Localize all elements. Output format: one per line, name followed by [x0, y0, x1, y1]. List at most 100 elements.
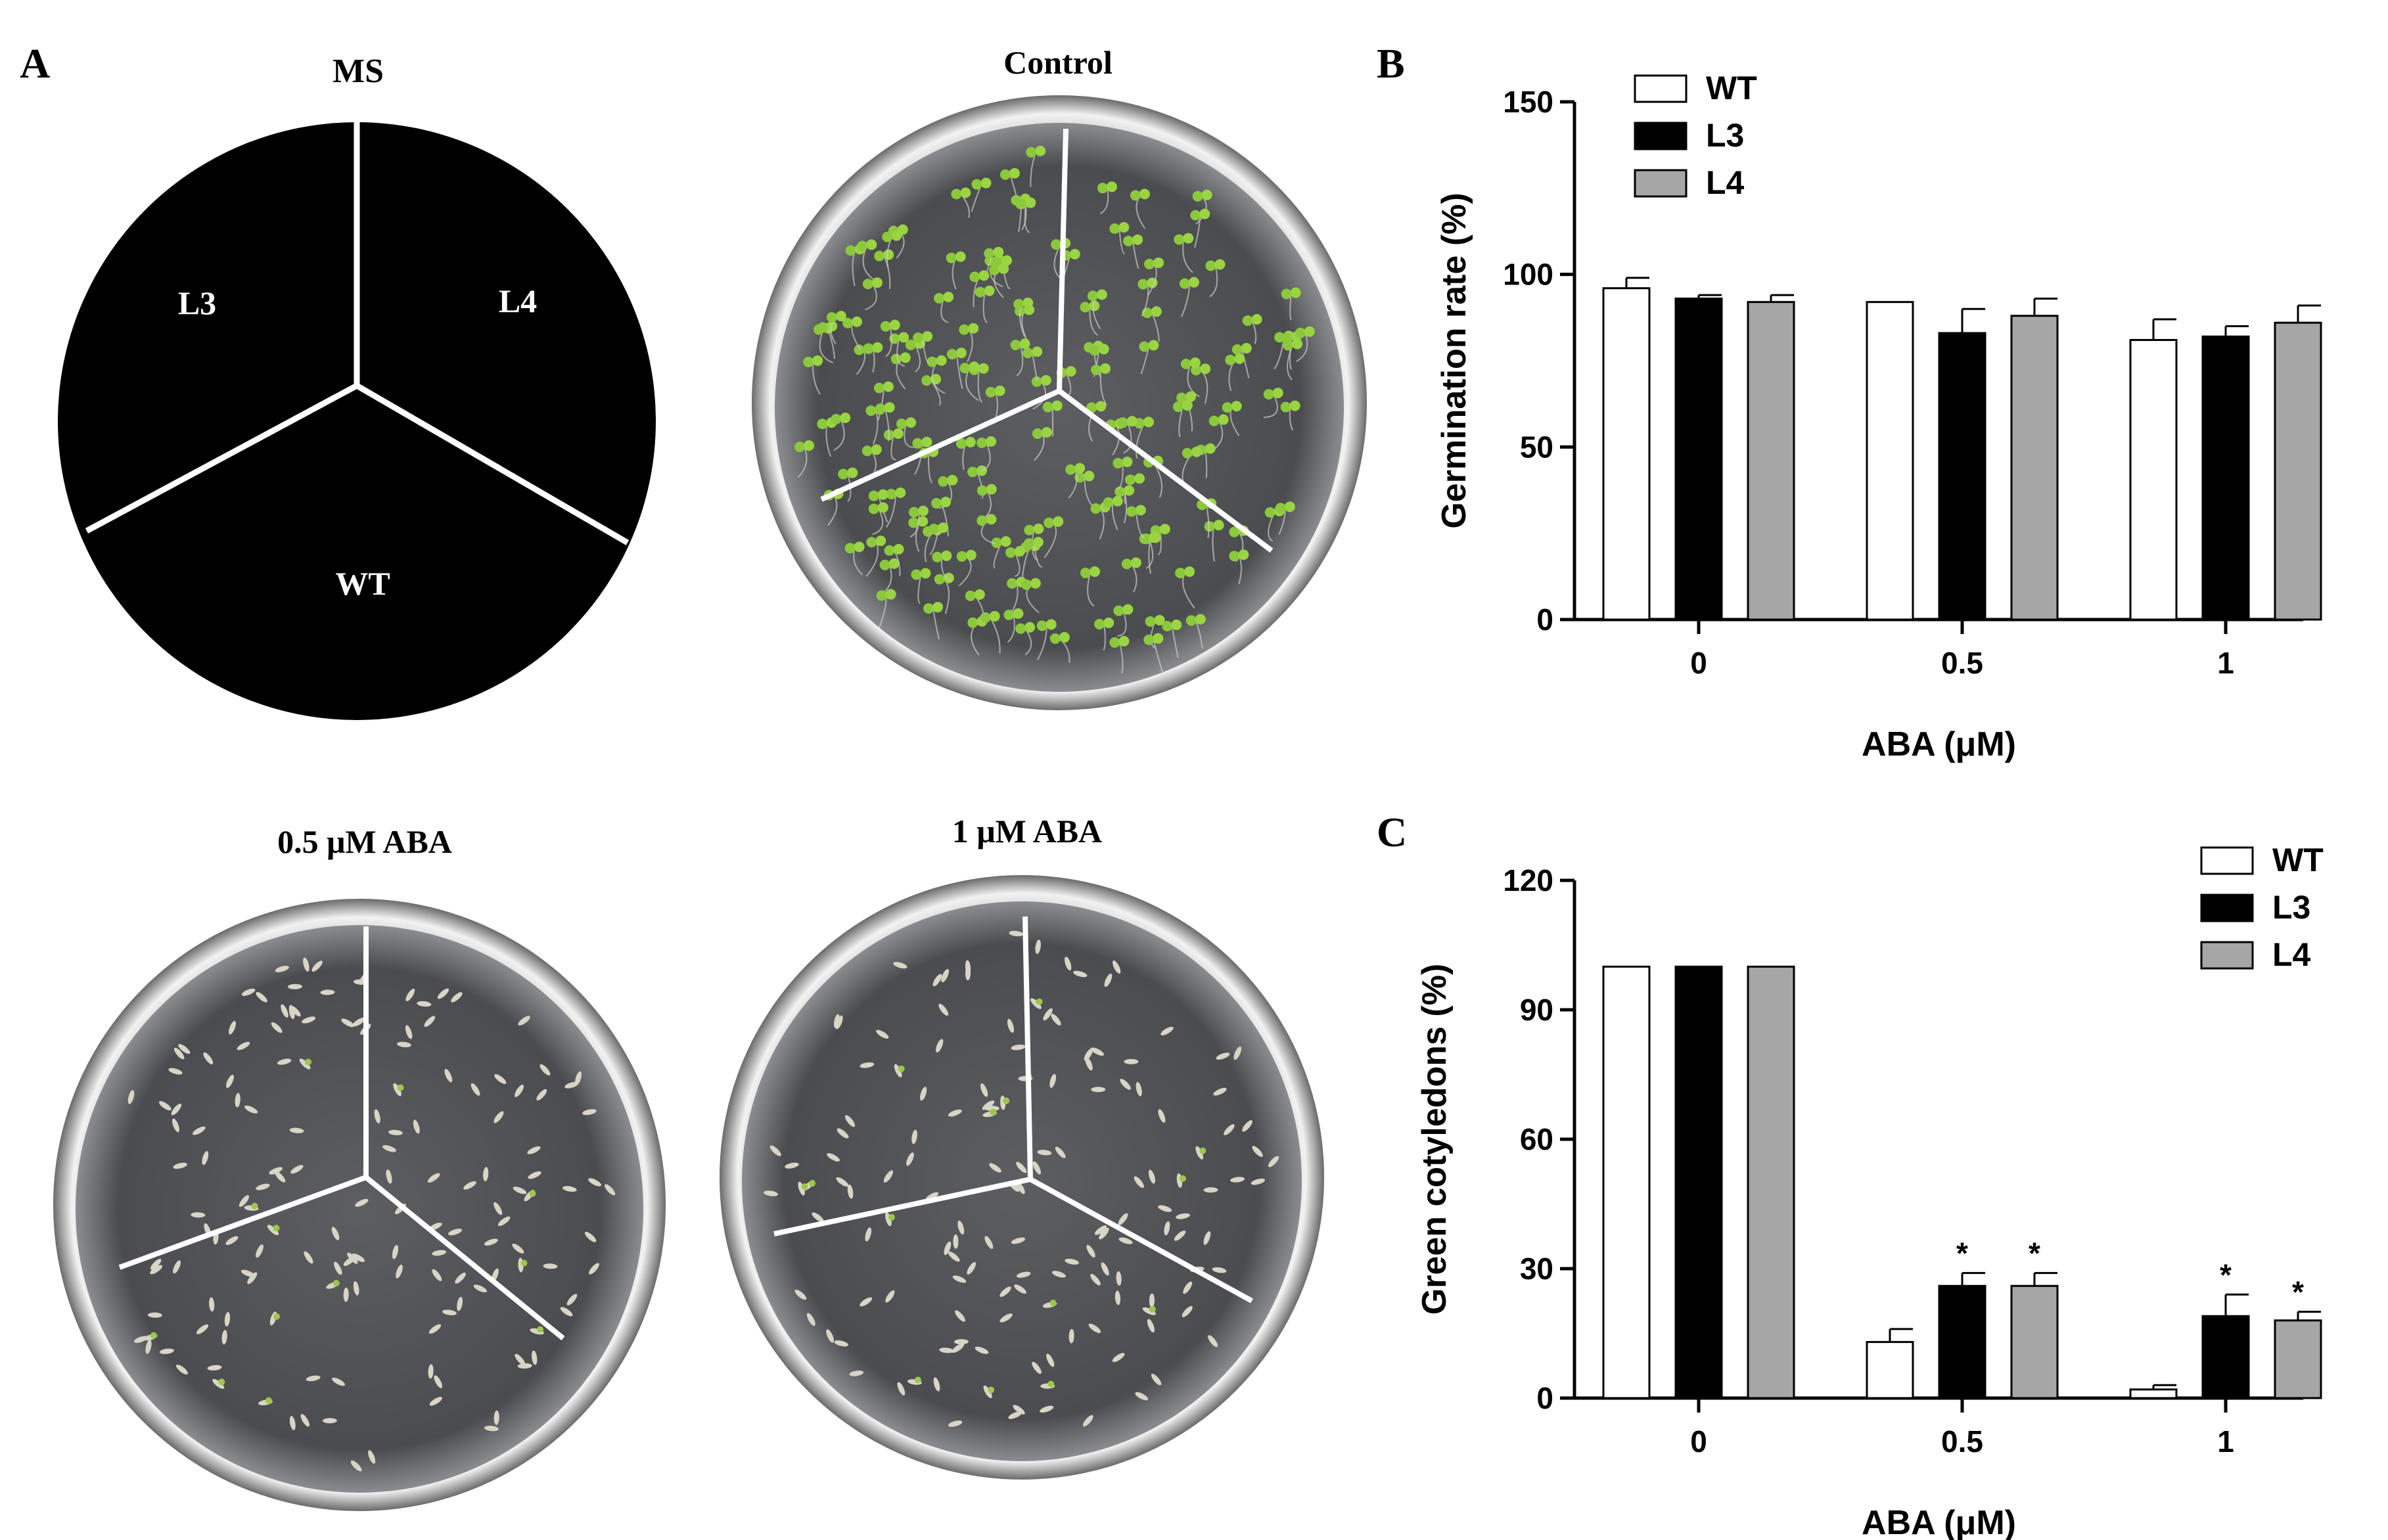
seedling-root [1099, 188, 1109, 214]
seed [812, 1212, 824, 1223]
seed [1230, 1177, 1245, 1183]
y-tick-label: 120 [1503, 863, 1553, 897]
seed [1160, 1026, 1174, 1035]
seedling-cotyledon [917, 516, 929, 527]
seed [1051, 1271, 1066, 1278]
seed [1055, 1146, 1066, 1158]
seedling-cotyledon [976, 437, 988, 448]
seedling-cotyledon [1172, 401, 1183, 413]
seed [1182, 1305, 1193, 1317]
seedling-root [1209, 265, 1218, 298]
seedling-cotyledon [1281, 288, 1292, 300]
seedling-cotyledon [1024, 524, 1035, 535]
seed [1099, 1227, 1109, 1240]
seed [860, 1297, 873, 1307]
bar-l3-0 [1674, 297, 1723, 621]
seedling-cotyledon [1036, 998, 1043, 1005]
seed [457, 1296, 463, 1311]
seedling-cotyledon [835, 311, 846, 322]
seed [388, 1129, 403, 1135]
seedling-cotyledon [1214, 259, 1226, 270]
seed [528, 1171, 541, 1179]
seed [127, 1090, 135, 1104]
seed [536, 1089, 547, 1101]
seedling-root [1024, 204, 1030, 234]
seed [147, 1312, 162, 1318]
seed [1043, 1008, 1053, 1021]
seed [1040, 1405, 1054, 1413]
seed [437, 988, 449, 999]
seed [1251, 1178, 1266, 1185]
seed [948, 1109, 962, 1117]
seed [1035, 940, 1041, 955]
x-axis-label: ABA (μM) [1862, 1504, 2016, 1540]
seedling-cotyledon [1124, 485, 1135, 496]
seedling-cotyledon [817, 322, 829, 333]
seedling-cotyledon [892, 428, 904, 439]
seedling-root [890, 434, 896, 461]
legend-swatch-l4 [2200, 941, 2254, 970]
seedling-cotyledon [1295, 327, 1306, 338]
seedling-cotyledon [938, 476, 949, 487]
seedling-cotyledon [875, 403, 886, 415]
seed [159, 1348, 174, 1355]
seed [202, 1150, 209, 1166]
seedling-cotyledon [1159, 524, 1170, 535]
seedling-cotyledon [1185, 391, 1197, 402]
seed [424, 1016, 436, 1027]
seedling-cotyledon [1264, 507, 1275, 518]
seedlings [764, 930, 1279, 1427]
seedling-root [1132, 240, 1139, 269]
seedling-cotyledon [974, 589, 985, 600]
seed [393, 1083, 402, 1097]
seed [893, 962, 907, 969]
seedling-cotyledon [984, 285, 995, 296]
seed [172, 1118, 179, 1133]
seedling-cotyledon [1134, 473, 1145, 484]
seed [876, 1030, 889, 1039]
seedling-root [1116, 463, 1124, 490]
seedling-root [1037, 625, 1047, 660]
seedling-cotyledon [1047, 1380, 1055, 1388]
seedling-cotyledon [951, 189, 962, 200]
seed [517, 1363, 532, 1369]
seedling-cotyledon [1080, 568, 1091, 579]
seed [428, 1324, 442, 1334]
seedling-cotyledon [1304, 326, 1315, 337]
seed [885, 1290, 895, 1303]
seed [267, 1225, 279, 1236]
seedling-cotyledon [1016, 198, 1027, 210]
seedling-cotyledon [1044, 517, 1055, 528]
seedling-root [1289, 294, 1292, 321]
seedling-root [1014, 552, 1021, 578]
seedling-cotyledon [1074, 463, 1086, 474]
seedling-cotyledon [959, 324, 970, 335]
schematic-disc [58, 122, 656, 720]
seedling-cotyledon [1130, 190, 1141, 201]
seed [957, 1220, 965, 1234]
seedling-root [1103, 623, 1106, 651]
seedling-cotyledon [980, 612, 991, 623]
seedling-cotyledon [922, 331, 933, 342]
seed [150, 1259, 162, 1270]
x-tick-label: 0.5 [1941, 1424, 1983, 1459]
seedling-cotyledon [1065, 366, 1076, 377]
seedling-root [1141, 284, 1149, 317]
seed [434, 1375, 443, 1388]
seed [897, 1382, 906, 1395]
seedling-root [1099, 369, 1107, 406]
seedling-cotyledon [1003, 1097, 1010, 1104]
seed [405, 1025, 413, 1039]
seed [540, 1064, 551, 1076]
seedling-cotyledon [932, 551, 943, 562]
seedling-cotyledon [913, 332, 924, 344]
seed [320, 989, 335, 995]
seedling-cotyledon [1021, 579, 1032, 590]
seed [1158, 1205, 1172, 1212]
seedling-cotyledon [1103, 618, 1114, 629]
aba-1-plate-label: 1 μM ABA [952, 813, 1102, 849]
seedling-cotyledon [1185, 615, 1197, 626]
seed [999, 1313, 1013, 1323]
significance-mark: * [2220, 1257, 2232, 1292]
seedling-cotyledon [868, 490, 879, 501]
